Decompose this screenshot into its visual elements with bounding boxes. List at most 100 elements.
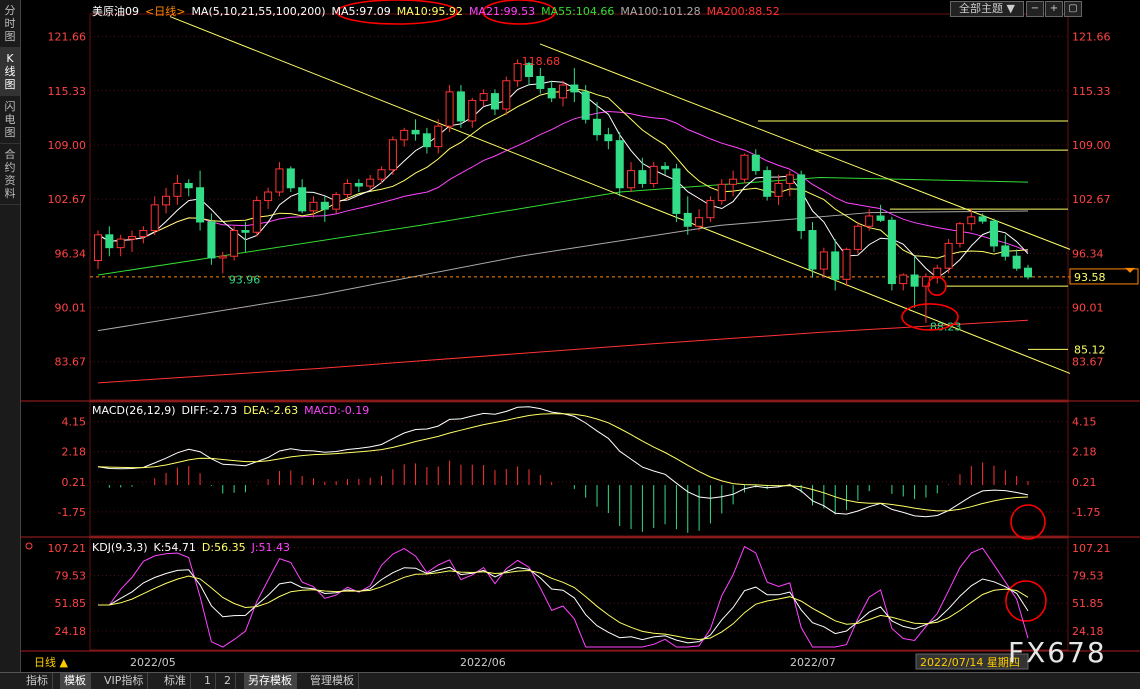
bottom-tab-bar: 指标 模板 VIP指标 标准 1 2 另存模板 管理模板 [0, 672, 1140, 689]
macd-header: MACD(26,12,9) DIFF:-2.73 DEA:-2.63 MACD:-0.… [92, 404, 375, 417]
candle-up [264, 191, 273, 202]
macd-tick-left: 0.21 [62, 476, 87, 489]
annotation-ellipse [336, 0, 458, 25]
period-label[interactable]: <日线> [145, 5, 186, 18]
ma-label: MA(5,10,21,55,100,200) [191, 5, 326, 18]
ma100-line [97, 210, 1029, 332]
kdj-tick-right: 79.53 [1072, 569, 1104, 582]
trendline-upper [539, 43, 1071, 250]
theme-label: 全部主题 [959, 2, 1004, 15]
left-tab-3[interactable]: 合约资料 [0, 144, 20, 205]
left-tab-0[interactable]: 分时图 [0, 0, 20, 48]
candle-up [366, 178, 375, 187]
candle-up [93, 234, 103, 261]
kline-chart[interactable]: 121.66 121.66 115.33 115.33 109.00 109.00 102.… [20, 0, 1140, 672]
target-price-label: 85.12 [1074, 343, 1106, 356]
ma-item-0: MA5:97.09 [331, 5, 391, 18]
macd-diff: DIFF:-2.73 [181, 404, 238, 417]
candle-down [320, 201, 329, 210]
ma-item-1: MA10:95.92 [396, 5, 463, 18]
candle-up [400, 129, 409, 141]
candle-down [581, 91, 590, 120]
watermark-logo: FX678 [1008, 636, 1107, 669]
candle-up [785, 174, 794, 184]
bottom-tab-7[interactable]: 管理模板 [306, 673, 359, 689]
ma200-line [97, 319, 1029, 384]
price-tick-right: 115.33 [1072, 85, 1111, 98]
bottom-tab-5[interactable]: 2 [220, 673, 236, 689]
kdj-tick-left: 24.18 [55, 625, 87, 638]
bottom-tab-1[interactable]: 模板 [60, 673, 91, 689]
price-tick-left: 109.00 [48, 139, 87, 152]
low-price-label: 93.96 [229, 274, 261, 287]
candle-up [150, 204, 159, 232]
candle-up [343, 182, 352, 196]
candle-up [434, 125, 443, 148]
period-selector: 日线 ▲ [34, 655, 68, 669]
annotation-ellipse [482, 0, 556, 25]
chart-stage: 121.66 121.66 115.33 115.33 109.00 109.00 102.… [20, 0, 1140, 676]
macd-tick-right: -1.75 [1072, 506, 1100, 519]
annotation-ellipse [901, 303, 959, 331]
theme-dropdown[interactable]: 全部主题 ▼ [950, 1, 1024, 17]
kdj-k-line [98, 566, 1029, 644]
candle-down [286, 168, 295, 189]
candle-up [955, 223, 964, 244]
candle-up [933, 267, 942, 278]
ma-items: MA5:97.09 MA10:95.92 MA21:99.53 MA55:104.66… [332, 5, 786, 18]
bottom-tab-0[interactable]: 指标 [22, 673, 53, 689]
kdj-title: KDJ(9,3,3) [92, 541, 148, 554]
candle-up [128, 236, 137, 240]
left-tab-2[interactable]: 闪电图 [0, 96, 20, 144]
candle-up [116, 238, 125, 249]
candle-down [638, 170, 647, 184]
candle-down [570, 84, 579, 93]
ma-item-5: MA200:88.52 [706, 5, 780, 18]
kdj-d-line [98, 569, 1029, 641]
candle-down [876, 215, 885, 221]
candle-down [105, 234, 114, 249]
ma-item-4: MA100:101.28 [620, 5, 701, 18]
candle-down [593, 118, 602, 136]
candle-up [218, 255, 227, 259]
bottom-tab-4[interactable]: 1 [200, 673, 216, 689]
price-tick-right: 96.34 [1072, 247, 1104, 260]
price-tick-right: 102.67 [1072, 193, 1111, 206]
bottom-tab-3[interactable]: 标准 [160, 673, 191, 689]
candle-up [173, 182, 182, 197]
macd-tick-left: 2.18 [62, 446, 87, 459]
bottom-tab-6[interactable]: 另存模板 [244, 673, 297, 689]
bottom-tab-2[interactable]: VIP指标 [100, 673, 149, 689]
candle-down [797, 174, 806, 232]
kdj-j: J:51.43 [251, 541, 291, 554]
macd-title: MACD(26,12,9) [92, 404, 176, 417]
current-price-label: 93.58 [1074, 271, 1106, 284]
candle-down [661, 165, 670, 170]
ma55-line [97, 176, 1029, 276]
main-header: 美原油09 <日线> MA(5,10,21,55,100,200) MA5:97.09… [92, 3, 792, 19]
candle-down [547, 87, 556, 99]
ma-item-3: MA55:104.66 [541, 5, 615, 18]
candle-down [184, 182, 193, 189]
macd-value: MACD:-0.19 [304, 404, 370, 417]
candle-up [139, 230, 148, 238]
candle-down [910, 274, 919, 287]
candle-down [683, 212, 692, 227]
chevron-down-icon: ▼ [1006, 2, 1015, 15]
minus-icon[interactable]: − [1026, 1, 1044, 17]
plus-icon[interactable]: + [1045, 1, 1063, 17]
price-tick-right: 90.01 [1072, 301, 1104, 314]
macd-dea: DEA:-2.63 [243, 404, 299, 417]
candle-down [524, 63, 533, 77]
candle-up [627, 170, 636, 189]
candle-up [774, 182, 783, 197]
ma-item-2: MA21:99.53 [468, 5, 536, 18]
candle-down [196, 187, 205, 223]
candle-down [354, 182, 363, 187]
candle-up [275, 168, 284, 193]
macd-tick-right: 0.21 [1072, 476, 1097, 489]
macd-tick-right: 2.18 [1072, 446, 1097, 459]
window-icon[interactable]: ▢ [1064, 1, 1082, 17]
